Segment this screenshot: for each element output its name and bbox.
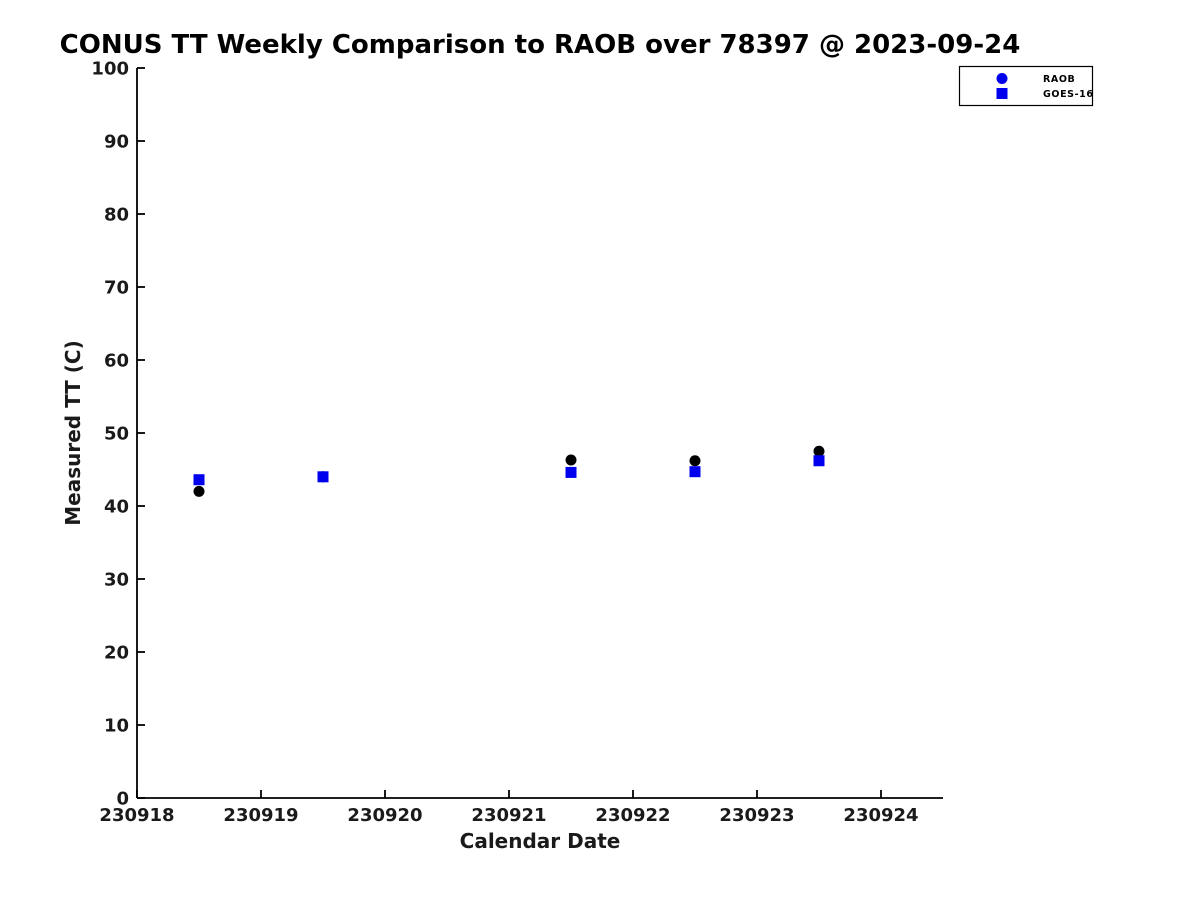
y-tick-label: 10 <box>104 716 129 737</box>
y-tick-label: 80 <box>104 205 129 226</box>
chart-title: CONUS TT Weekly Comparison to RAOB over … <box>60 30 1021 60</box>
x-tick-label: 230919 <box>223 805 298 826</box>
y-tick-label: 70 <box>104 278 129 299</box>
goes-16-point <box>565 466 577 478</box>
raob-point <box>689 455 701 467</box>
x-tick-label: 230924 <box>843 805 918 826</box>
legend-marker-raob-circle-icon <box>996 73 1008 84</box>
goes-16-point <box>689 466 701 478</box>
y-tick-label: 90 <box>104 132 129 153</box>
y-tick-label: 40 <box>104 497 129 518</box>
y-tick-label: 60 <box>104 351 129 372</box>
legend-marker-goes16-square-icon <box>996 88 1008 99</box>
raob-point <box>193 485 205 497</box>
legend-label-goes16: GOES-16 <box>1043 89 1094 100</box>
legend-label-raob: RAOB <box>1043 74 1075 85</box>
x-tick-label: 230920 <box>347 805 422 826</box>
x-tick-label: 230922 <box>595 805 670 826</box>
goes-16-point <box>813 455 825 467</box>
raob-point <box>813 445 825 457</box>
x-tick-label: 230918 <box>99 805 174 826</box>
x-tick-label: 230921 <box>471 805 546 826</box>
goes-16-point <box>193 474 205 486</box>
legend: RAOB GOES-16 <box>958 65 1094 107</box>
y-tick-label: 20 <box>104 643 129 664</box>
axes: 230918 230919 230920 230921 230922 230923 2309… <box>91 59 943 826</box>
legend-box <box>958 65 1094 107</box>
y-tick-label: 50 <box>104 424 129 445</box>
y-tick-label: 100 <box>91 59 129 80</box>
goes-16-point <box>317 471 329 483</box>
x-tick-label: 230923 <box>719 805 794 826</box>
x-axis-label: Calendar Date <box>460 829 621 853</box>
data-points <box>193 445 825 497</box>
raob-point <box>565 454 577 466</box>
y-axis-label: Measured TT (C) <box>61 340 85 525</box>
y-tick-label: 30 <box>104 570 129 591</box>
y-tick-label: 0 <box>116 789 129 810</box>
